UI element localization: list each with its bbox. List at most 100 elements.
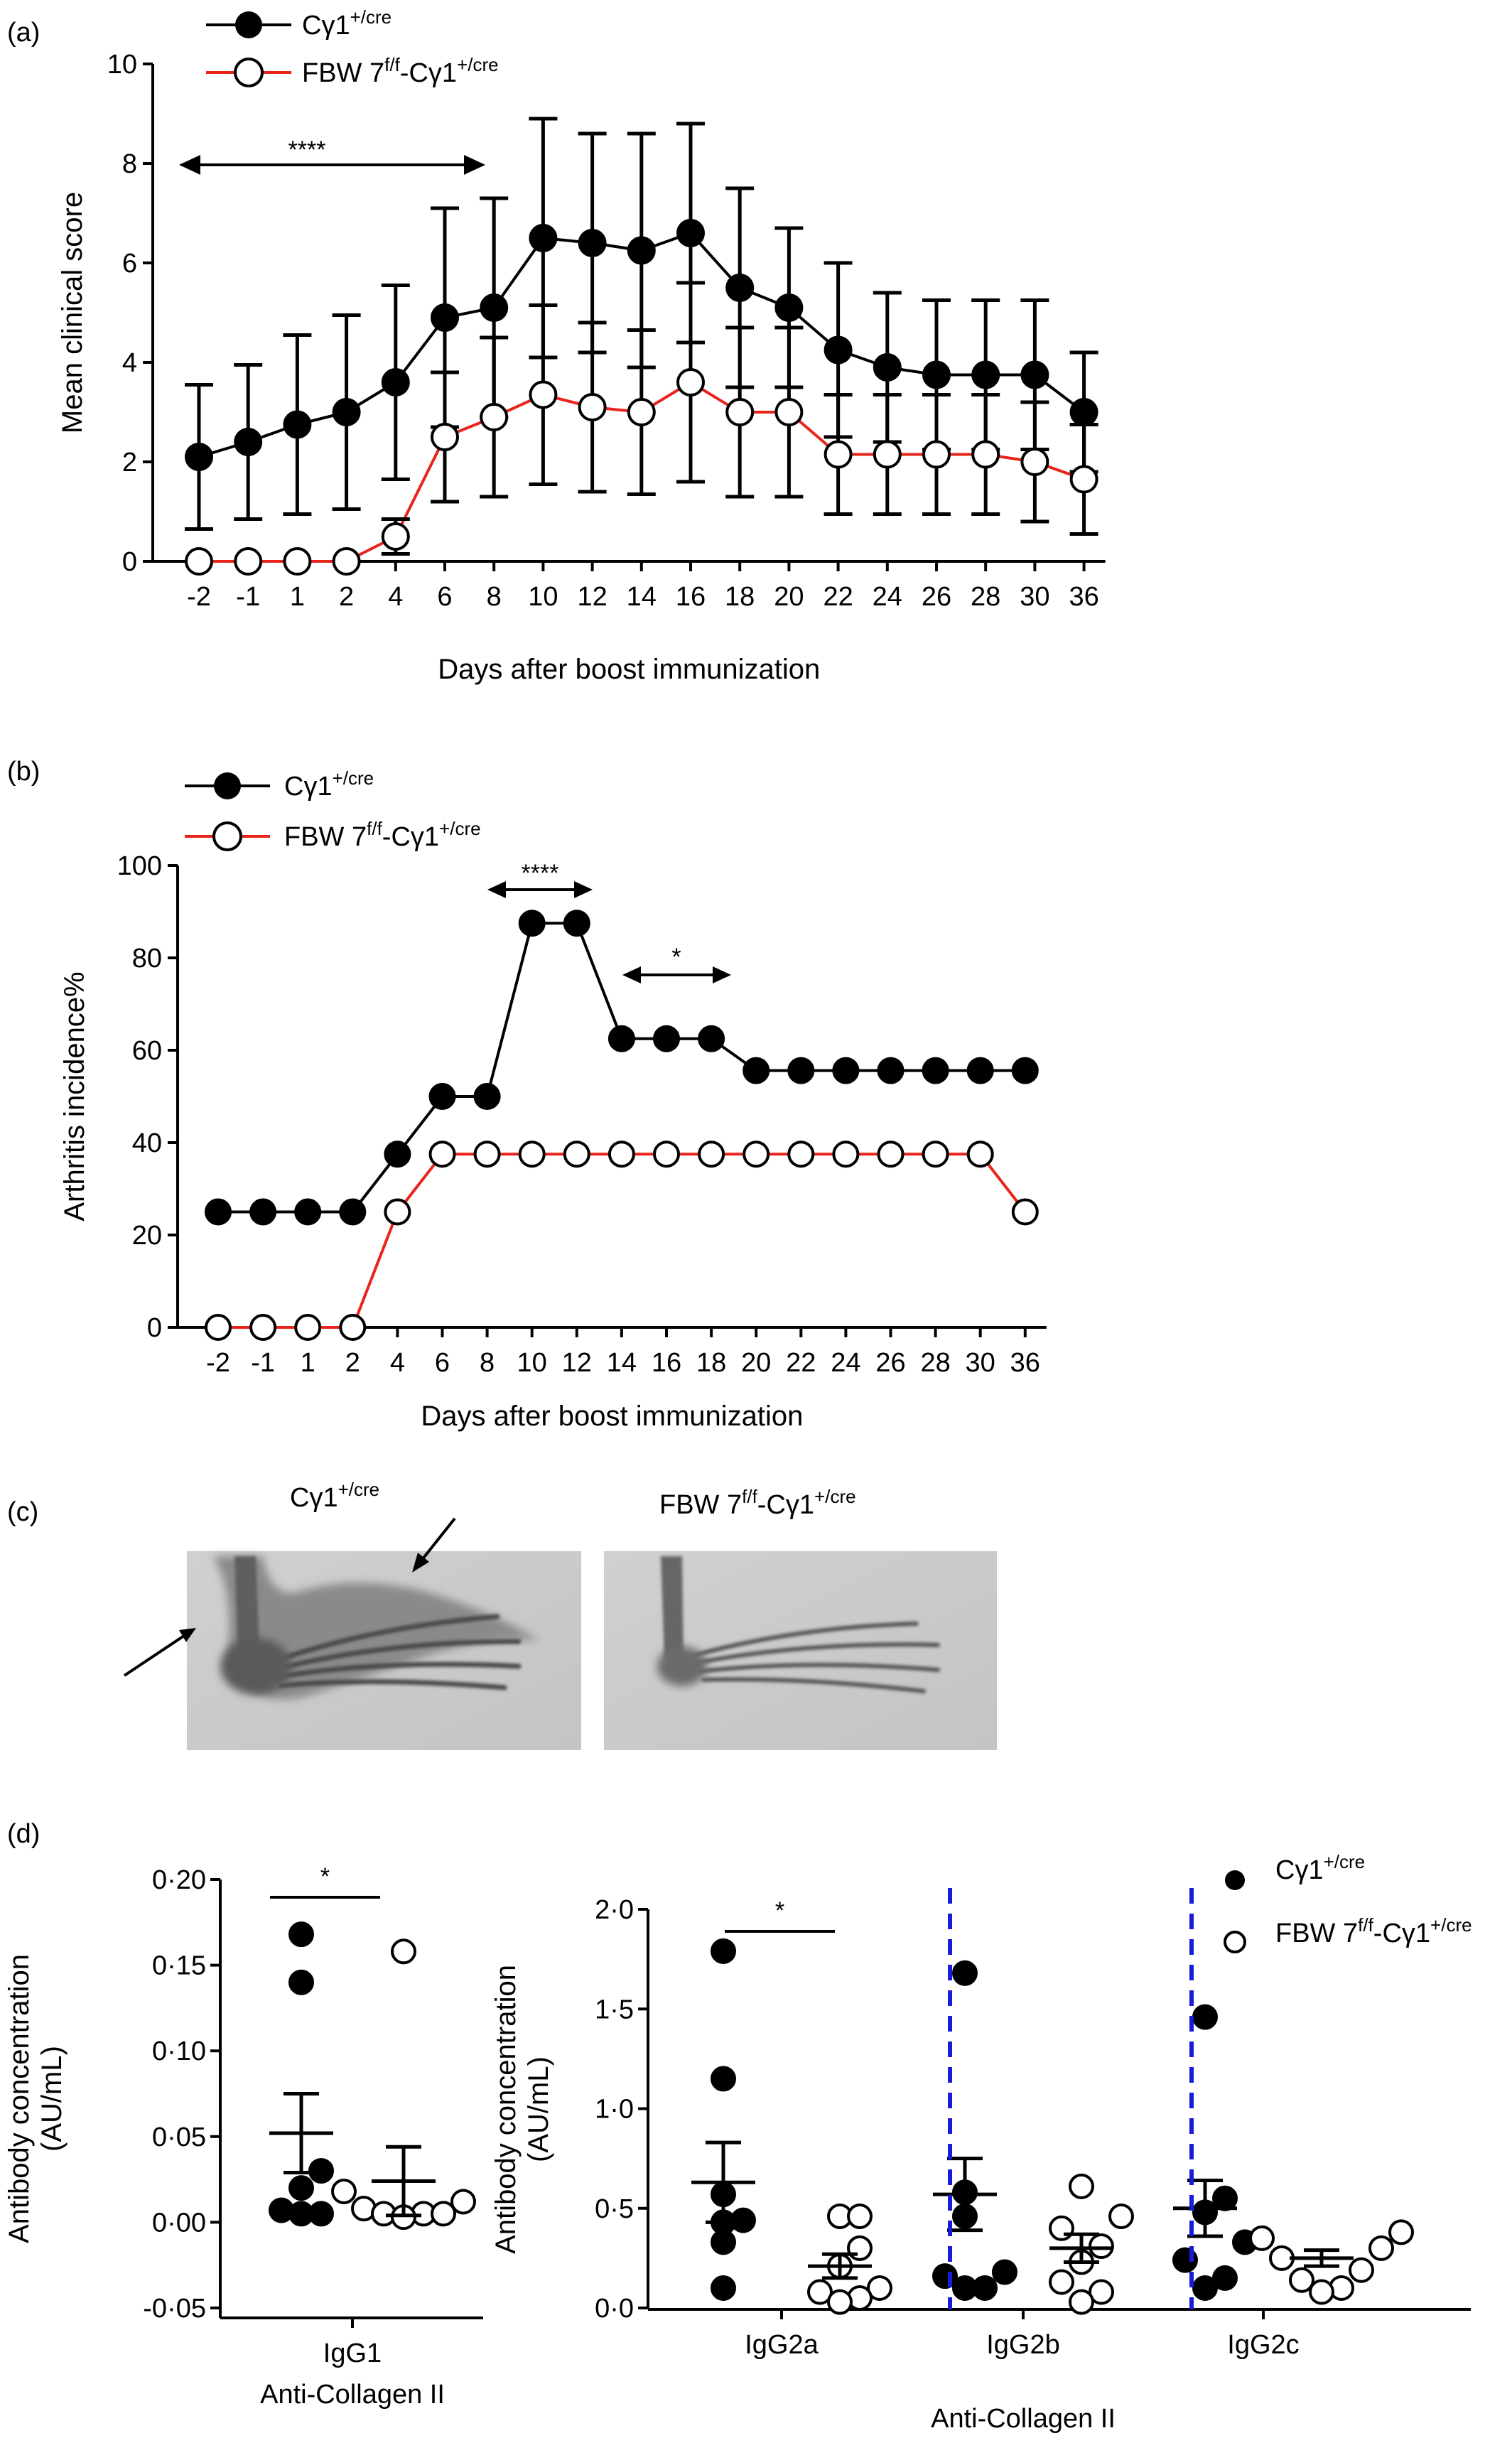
chart-b-x-tick-label: 22 bbox=[786, 1348, 816, 1378]
chart-a-y-tick-label: 6 bbox=[122, 249, 137, 279]
chart-a-data-point bbox=[824, 440, 853, 469]
chart-a-data-point bbox=[922, 360, 951, 389]
chart-a-data-point bbox=[332, 398, 361, 426]
chart-d-left-data-point bbox=[391, 1938, 416, 1965]
chart-d-left-x-tick-label: IgG1 bbox=[323, 2339, 382, 2368]
chart-a-x-tick-label: 20 bbox=[774, 582, 804, 612]
chart-a-data-point bbox=[578, 393, 607, 421]
chart-b-data-point bbox=[742, 1057, 770, 1084]
panel-c: (c) Cγ1+/cre FBW 7f/f-Cγ1+/cre bbox=[7, 1479, 997, 1750]
chart-d-left-y-axis-title: Antibody concentration bbox=[4, 1954, 35, 2243]
chart-d-right-data-point bbox=[1049, 2215, 1074, 2241]
legend-b-marker-2 bbox=[212, 821, 242, 851]
chart-b-data-point bbox=[653, 1025, 680, 1052]
panel-d-label: (d) bbox=[7, 1819, 40, 1849]
chart-b-data-point bbox=[249, 1314, 277, 1341]
chart-b-data-point bbox=[1011, 1198, 1039, 1226]
chart-d-right-data-point bbox=[952, 1960, 978, 1986]
chart-a-data-point bbox=[283, 410, 312, 439]
xray-left-title: Cγ1+/cre bbox=[290, 1479, 379, 1513]
chart-b-data-point bbox=[787, 1057, 815, 1084]
chart-b-x-tick-label: 8 bbox=[480, 1348, 495, 1378]
chart-b-x-axis-title: Days after boost immunization bbox=[421, 1401, 803, 1432]
chart-a-y-tick-label: 10 bbox=[107, 50, 137, 80]
chart-d-right-significance-label: * bbox=[775, 1897, 784, 1924]
chart-a-x-tick-label: 18 bbox=[725, 582, 755, 612]
chart-a-data-point bbox=[529, 224, 558, 252]
chart-a-y-axis-title: Mean clinical score bbox=[57, 192, 88, 433]
chart-b-series-line bbox=[218, 1153, 1027, 1329]
panel-a-label: (a) bbox=[7, 18, 40, 48]
chart-d-right-data-point bbox=[711, 1938, 736, 1964]
chart-a-y-tick-label: 8 bbox=[122, 149, 137, 179]
chart-a-data-point bbox=[431, 303, 459, 332]
chart-a-data-point bbox=[381, 368, 410, 397]
chart-b-x-tick-label: 28 bbox=[920, 1348, 950, 1378]
chart-a-x-tick-label: 2 bbox=[339, 582, 354, 612]
xray-right-title: FBW 7f/f-Cγ1+/cre bbox=[659, 1486, 856, 1520]
chart-b-y-tick-label: 100 bbox=[117, 851, 162, 881]
chart-b-data-point bbox=[608, 1140, 635, 1168]
chart-b-x-tick-label: -2 bbox=[206, 1348, 230, 1378]
chart-b-y-tick-label: 60 bbox=[132, 1036, 162, 1066]
chart-b-data-point bbox=[518, 1140, 546, 1168]
chart-b-data-point bbox=[384, 1140, 411, 1168]
legend-d-marker-2 bbox=[1224, 1931, 1246, 1953]
chart-d-left-significance-label: * bbox=[320, 1863, 330, 1890]
chart-b-data-point bbox=[966, 1140, 994, 1168]
chart-d-right-y-tick-label: 0·0 bbox=[595, 2294, 634, 2324]
chart-d-right-data-point bbox=[1349, 2257, 1374, 2283]
chart-d-right-data-point bbox=[1089, 2233, 1114, 2260]
sig-b2-label: * bbox=[671, 944, 681, 971]
chart-a-data-point bbox=[774, 293, 804, 322]
chart-d-right-data-point bbox=[1309, 2279, 1334, 2305]
chart-d-right-data-point bbox=[807, 2279, 833, 2305]
sig-b2-arrow-right-head bbox=[713, 966, 731, 983]
chart-a-x-tick-label: 30 bbox=[1020, 582, 1049, 612]
legend-b-label-1: Cγ1+/cre bbox=[284, 767, 374, 802]
chart-b-data-point bbox=[922, 1057, 949, 1084]
chart-a-y-tick-label: 4 bbox=[122, 348, 137, 378]
chart-d-right-data-point bbox=[711, 2066, 736, 2092]
chart-b-data-point bbox=[294, 1314, 322, 1341]
chart-d-left-y-tick-label: -0·05 bbox=[143, 2294, 206, 2324]
chart-d-right-data-point bbox=[1069, 2173, 1094, 2199]
legend-a-marker-2 bbox=[234, 58, 264, 87]
chart-b-x-tick-label: 6 bbox=[435, 1348, 450, 1378]
chart-a-data-point bbox=[922, 440, 951, 469]
chart-b-x-tick-label: 16 bbox=[652, 1348, 681, 1378]
chart-b-x-tick-label: 26 bbox=[875, 1348, 905, 1378]
panel-a: (a) Cγ1+/cre FBW 7f/f-Cγ1+/cre 0246810-2… bbox=[7, 6, 1106, 685]
chart-d-right-data-point bbox=[1388, 2219, 1414, 2245]
xray-right-image bbox=[604, 1551, 997, 1750]
chart-a-data-point bbox=[627, 236, 656, 265]
chart-d-right-y-axis-title: (AU/mL) bbox=[523, 2056, 554, 2162]
chart-d-left-y-tick-label: 0·20 bbox=[152, 1865, 206, 1895]
chart-d-right-data-point bbox=[1089, 2279, 1114, 2305]
chart-d-right-data-point bbox=[847, 2235, 873, 2261]
chart-a-x-tick-label: 10 bbox=[528, 582, 558, 612]
panel-b-legend: Cγ1+/cre FBW 7f/f-Cγ1+/cre bbox=[185, 767, 481, 852]
chart-b-data-point bbox=[922, 1140, 949, 1168]
sig-a-label: **** bbox=[288, 136, 326, 163]
chart-b-data-point bbox=[742, 1140, 770, 1168]
chart-d-right-data-point bbox=[1212, 2265, 1238, 2291]
chart-b-data-point bbox=[653, 1140, 680, 1168]
legend-a-label-2: FBW 7f/f-Cγ1+/cre bbox=[302, 54, 499, 88]
chart-a-data-point bbox=[431, 423, 459, 451]
chart-d-left-data-point bbox=[288, 1969, 314, 1995]
chart-b-data-point bbox=[205, 1314, 232, 1341]
chart-a-data-point bbox=[676, 219, 705, 247]
chart-b-series-line bbox=[218, 922, 1025, 1214]
chart-a-x-tick-label: 16 bbox=[676, 582, 706, 612]
chart-d-right-data-point bbox=[1368, 2235, 1394, 2261]
chart-b-data-point bbox=[563, 910, 590, 937]
chart-b-x-tick-label: 10 bbox=[517, 1348, 547, 1378]
chart-b-data-point bbox=[877, 1057, 904, 1084]
chart-b-x-tick-label: 14 bbox=[607, 1348, 637, 1378]
xray-left-arrow-2 bbox=[123, 1628, 196, 1677]
chart-b-data-point bbox=[205, 1198, 232, 1226]
chart-b-data-point bbox=[428, 1083, 456, 1110]
chart-d-right-data-point bbox=[1249, 2225, 1275, 2251]
